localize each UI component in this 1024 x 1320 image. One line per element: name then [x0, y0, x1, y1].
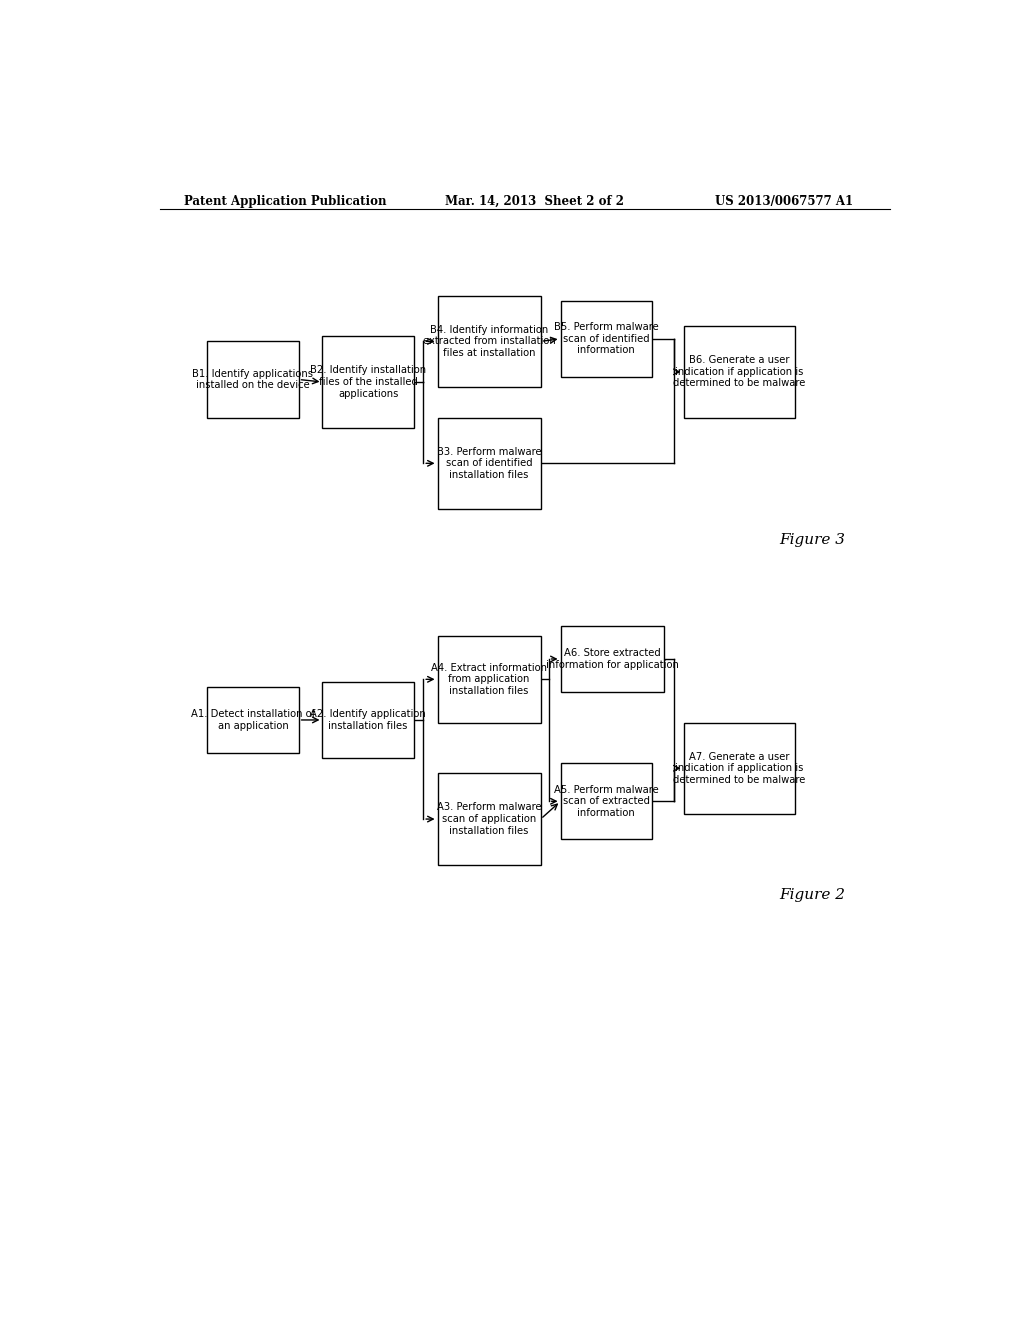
- Text: B4. Identify information
extracted from installation
files at installation: B4. Identify information extracted from …: [423, 325, 555, 358]
- Text: B5. Perform malware
scan of identified
information: B5. Perform malware scan of identified i…: [554, 322, 658, 355]
- Text: Patent Application Publication: Patent Application Publication: [183, 194, 386, 207]
- Text: B3. Perform malware
scan of identified
installation files: B3. Perform malware scan of identified i…: [437, 446, 542, 480]
- Text: A5. Perform malware
scan of extracted
information: A5. Perform malware scan of extracted in…: [554, 784, 658, 818]
- Text: A2. Identify application
installation files: A2. Identify application installation fi…: [310, 709, 426, 731]
- FancyBboxPatch shape: [437, 296, 541, 387]
- FancyBboxPatch shape: [323, 337, 414, 428]
- FancyBboxPatch shape: [437, 636, 541, 722]
- Text: B2. Identify installation
files of the installed
applications: B2. Identify installation files of the i…: [310, 366, 426, 399]
- FancyBboxPatch shape: [207, 686, 299, 752]
- FancyBboxPatch shape: [207, 342, 299, 417]
- FancyBboxPatch shape: [560, 626, 664, 692]
- FancyBboxPatch shape: [684, 722, 795, 814]
- Text: A3. Perform malware
scan of application
installation files: A3. Perform malware scan of application …: [437, 803, 542, 836]
- FancyBboxPatch shape: [684, 326, 795, 417]
- Text: Mar. 14, 2013  Sheet 2 of 2: Mar. 14, 2013 Sheet 2 of 2: [445, 194, 625, 207]
- Text: B1. Identify applications
installed on the device: B1. Identify applications installed on t…: [193, 368, 313, 391]
- Text: US 2013/0067577 A1: US 2013/0067577 A1: [715, 194, 853, 207]
- Text: Figure 2: Figure 2: [778, 888, 845, 903]
- FancyBboxPatch shape: [437, 774, 541, 865]
- FancyBboxPatch shape: [437, 417, 541, 510]
- Text: A6. Store extracted
information for application: A6. Store extracted information for appl…: [546, 648, 679, 669]
- Text: A1. Detect installation of
an application: A1. Detect installation of an applicatio…: [190, 709, 315, 731]
- Text: Figure 3: Figure 3: [778, 532, 845, 546]
- FancyBboxPatch shape: [560, 301, 652, 378]
- Text: A4. Extract information
from application
installation files: A4. Extract information from application…: [431, 663, 547, 696]
- Text: A7. Generate a user
indication if application is
determined to be malware: A7. Generate a user indication if applic…: [673, 751, 805, 785]
- FancyBboxPatch shape: [560, 763, 652, 840]
- FancyBboxPatch shape: [323, 682, 414, 758]
- Text: B6. Generate a user
indication if application is
determined to be malware: B6. Generate a user indication if applic…: [673, 355, 805, 388]
